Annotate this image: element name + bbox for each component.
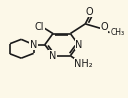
Text: Cl: Cl [35,22,44,32]
Text: O: O [86,7,93,17]
Text: N: N [49,51,56,61]
Text: O: O [100,22,108,32]
Text: NH₂: NH₂ [74,59,93,69]
Text: CH₃: CH₃ [110,28,124,37]
Text: N: N [30,40,37,50]
Text: N: N [75,40,83,50]
